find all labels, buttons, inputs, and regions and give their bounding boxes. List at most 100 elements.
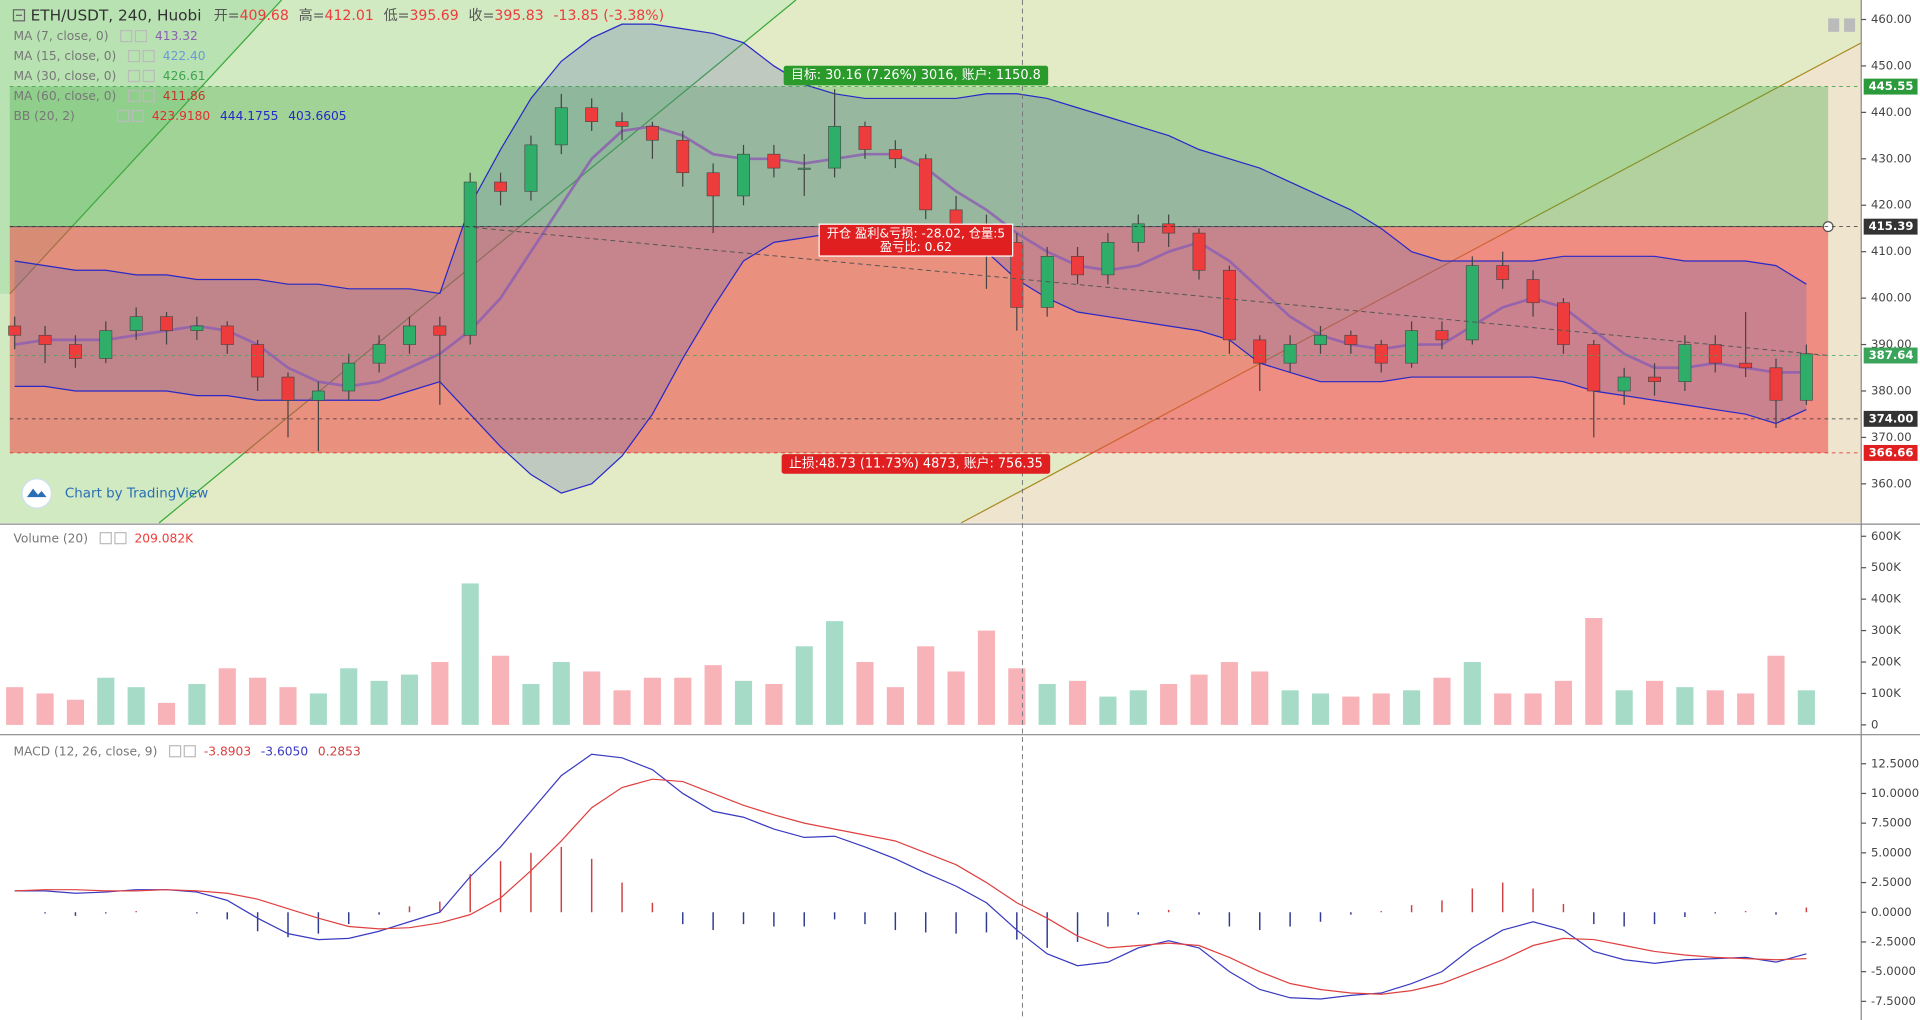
volume-bar [1463,662,1481,725]
y-tick-label: 450.00 [1871,58,1912,72]
candle-body [645,125,659,141]
volume-bar [1615,690,1633,725]
candle-body [554,107,568,146]
stop-zone [9,226,1829,453]
y-tick-label: 440.00 [1871,105,1912,119]
entry-label-box [818,223,1014,257]
volume-bar [1645,680,1664,725]
volume-bar [1311,693,1330,725]
stop-label-box [781,454,1051,474]
volume-bar [1068,680,1087,725]
candle-body [311,390,325,401]
y-tick-label: 400K [1871,592,1901,606]
indicator-name: MA (15, close, 0) [13,49,116,63]
indicator-name: MA (30, close, 0) [13,69,116,83]
candle-body [585,107,599,122]
candle-body [888,149,902,160]
indicator-name: MA (7, close, 0) [13,29,108,43]
candle-body [160,316,173,331]
volume-bar [947,671,965,725]
legend-button [114,532,127,545]
candle-body [342,362,356,392]
volume-bar [1038,684,1056,725]
legend-button [120,30,133,43]
bb-upper [14,23,1807,295]
price-marker [1863,78,1918,95]
volume-bar [1190,674,1208,725]
price-marker [1863,347,1918,364]
price-marker-label: 366.66 [1869,445,1914,459]
candle-body [706,172,720,197]
volume-bar [977,630,996,725]
candle-body [372,344,386,364]
macd-value: 0.2853 [318,744,361,758]
legend-button [142,89,155,103]
volume-bar [1524,693,1542,725]
volume-bar [492,655,510,725]
y-tick-label: 12.5000 [1871,756,1919,770]
volume-bar [552,662,570,725]
candle-body [1739,362,1753,369]
volume-bar [6,687,24,725]
volume-bar [157,702,176,725]
candle-body [433,325,447,336]
candle-body [1496,265,1510,280]
indicator-name: BB (20, 2) [13,109,74,123]
price-marker-label: 387.64 [1869,348,1914,362]
y-tick-label: 500K [1871,560,1901,574]
volume-bar [1281,690,1299,725]
macd-line [14,753,1807,1000]
candle-body [676,139,690,174]
volume-bar [188,684,206,725]
volume-bar [1433,677,1451,725]
candle-body [251,344,265,378]
volume-bar [1585,618,1603,725]
volume-bar [765,684,783,725]
indicator-value: 411.86 [163,89,206,103]
candle-body [1010,242,1024,308]
candle-body [463,181,477,336]
candle-body [1222,269,1236,341]
indicator-name: MA (60, close, 0) [13,89,116,103]
candle-body [797,167,811,170]
legend-button [99,532,112,545]
candle-body [1405,330,1419,364]
indicator-value: 422.40 [163,49,206,63]
candle-body [1617,376,1631,392]
y-tick-label: 10.0000 [1871,786,1919,800]
volume-bar [1160,684,1178,725]
volume-bar [97,677,115,725]
candle-body [190,325,204,331]
y-tick-label: 2.5000 [1871,875,1912,889]
watermark[interactable]: Chart by TradingView [65,486,208,501]
y-tick-label: -5.0000 [1871,964,1916,978]
y-tick-label: 5.0000 [1871,845,1912,859]
volume-bar [826,621,844,725]
pane-button[interactable] [1828,18,1840,32]
target-label-box [783,65,1049,86]
candle-body [1678,344,1692,383]
pane-button[interactable] [1844,18,1856,32]
tv-logo [26,488,47,498]
stop-label: 止损:48.73 (11.73%) 4873, 账户: 756.35 [789,455,1043,471]
volume-bar [1099,696,1117,725]
macd-value: -3.6050 [261,744,308,758]
candle-body [1799,353,1813,401]
collapse-icon[interactable] [12,9,26,22]
volume-bar [66,699,84,725]
volume-bar [1706,690,1724,725]
plot-area [6,23,1862,1000]
candle-body [828,125,842,169]
volume-bar [613,690,631,725]
y-tick-label: 300K [1871,623,1901,637]
y-tick-label: 100K [1871,686,1901,700]
ohlc-value: 409.68 [240,8,289,24]
volume-bar [856,662,874,725]
volume-bar [218,668,236,725]
candle-body [1314,334,1327,345]
candle-body [129,316,143,331]
volume-legend: Volume (20) [13,531,88,545]
y-tick-label: 400.00 [1871,291,1912,305]
y-tick-label: 460.00 [1871,12,1912,26]
candle-body [38,334,52,345]
